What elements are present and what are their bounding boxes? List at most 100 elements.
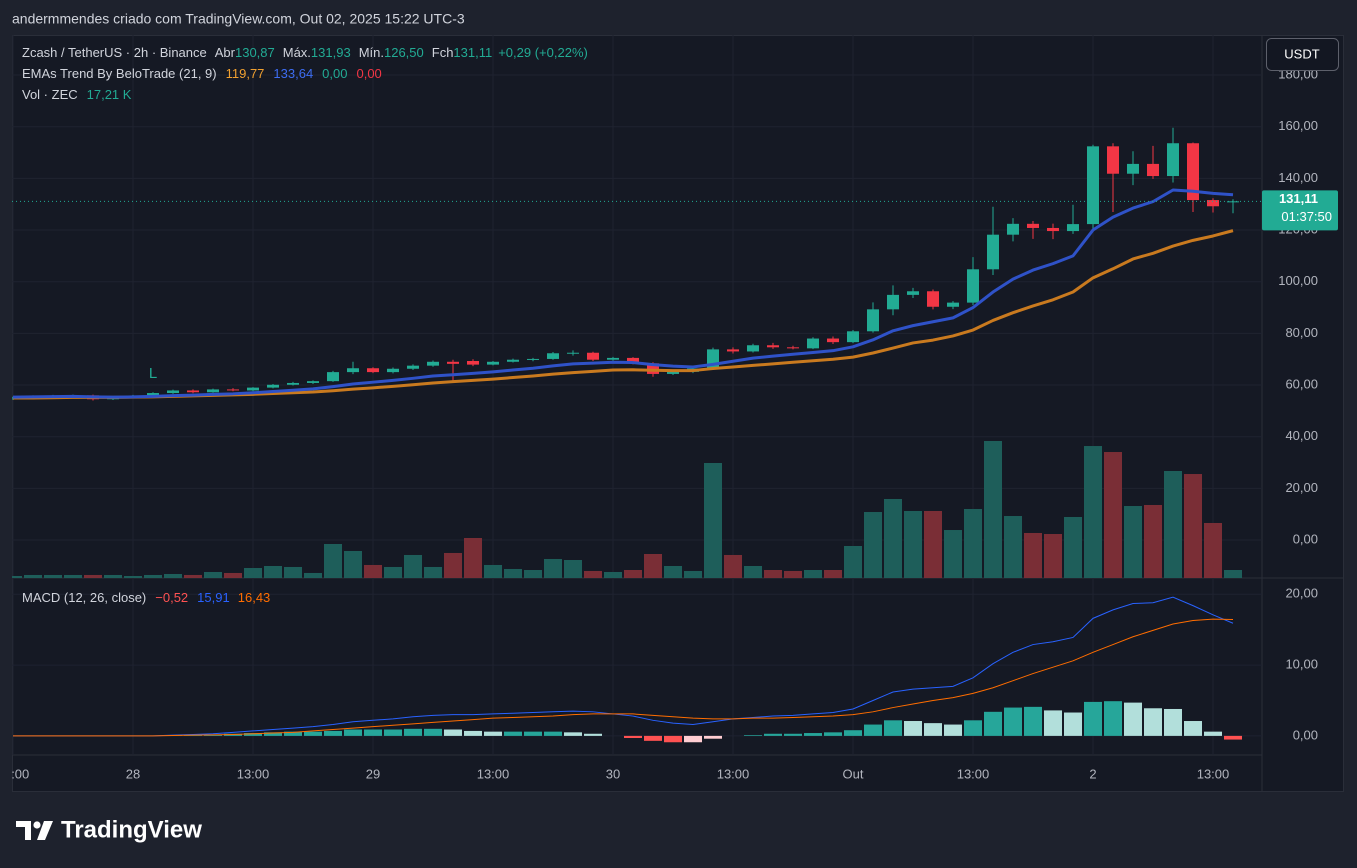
- candle-body: [547, 353, 559, 359]
- volume-bar: [344, 550, 362, 578]
- symbol-title: Zcash / TetherUS · 2h · Binance: [22, 45, 207, 60]
- volume-bar: [1004, 516, 1022, 578]
- volume-bar: [784, 570, 802, 578]
- volume-bar: [464, 538, 482, 578]
- candle-body: [867, 309, 879, 332]
- candle-body: [187, 390, 199, 393]
- candle-body: [487, 361, 499, 365]
- volume-bar: [504, 568, 522, 578]
- macd-value: −0,52: [155, 590, 188, 605]
- candle-body: [407, 365, 419, 369]
- macd-histogram-bar: [524, 731, 542, 736]
- candle-body: [1207, 200, 1219, 207]
- volume-bar: [204, 572, 222, 578]
- macd-histogram-bar: [624, 735, 642, 739]
- x-tick-label: Out: [843, 766, 864, 781]
- volume-bar: [864, 512, 882, 578]
- volume-bar: [224, 572, 242, 578]
- macd-histogram-bar: [1084, 701, 1102, 736]
- volume-bar: [164, 574, 182, 578]
- candle-body: [647, 363, 659, 374]
- candle-body: [587, 352, 599, 360]
- volume-bar: [1164, 470, 1182, 578]
- macd-histogram-bar: [444, 729, 462, 736]
- macd-histogram-bar: [1144, 708, 1162, 736]
- volume-bar: [844, 546, 862, 578]
- candle-body: [467, 361, 479, 365]
- ohlc-value: 126,50: [384, 45, 424, 60]
- x-tick-label: 13:00: [957, 766, 990, 781]
- candle-body: [967, 269, 979, 303]
- macd-histogram-bar: [1204, 731, 1222, 736]
- macd-histogram-bar: [284, 731, 302, 736]
- brand-logo-part: [33, 821, 41, 829]
- x-tick-label: 13:00: [237, 766, 270, 781]
- volume-bar: [84, 574, 102, 578]
- candle-body: [147, 393, 159, 396]
- legend-layer: Zcash / TetherUS · 2h · Binance Abr130,87…: [22, 45, 588, 605]
- volume-bar: [884, 498, 902, 578]
- candle-body: [847, 331, 859, 343]
- volume-bar: [484, 564, 502, 578]
- candle-body: [787, 347, 799, 349]
- candle-body: [1107, 146, 1119, 174]
- candle-body: [1127, 163, 1139, 174]
- macd-histogram-bar: [244, 733, 262, 736]
- macd-histogram-bar: [824, 732, 842, 736]
- time-axis: 13:00 28 13:00 29 13:00 30 13:00 Out 13:00 2 13:00: [12, 766, 1229, 781]
- candle-body: [1187, 143, 1199, 201]
- header-text: andermmendes criado com TradingView.com,…: [12, 11, 465, 27]
- indicator-value: 119,77: [226, 66, 265, 81]
- macd-histogram-bar: [904, 721, 922, 736]
- macd-histogram-bar: [424, 728, 442, 736]
- macd-histogram-bar: [324, 730, 342, 736]
- macd-histogram-bar: [804, 733, 822, 736]
- candle-body: [567, 352, 579, 354]
- volume-bar: [724, 554, 742, 578]
- macd-histogram-bar: [304, 731, 322, 736]
- last-price-tag: [1262, 190, 1338, 231]
- axis-overlays: 131,11 01:37:50: [1262, 190, 1338, 231]
- macd-histogram-bar: [1184, 721, 1202, 736]
- macd-line: [13, 596, 1234, 737]
- currency-button-box[interactable]: [1266, 38, 1339, 71]
- volume-bar: [384, 566, 402, 578]
- volume-bar: [544, 558, 562, 578]
- volume-layer: [12, 441, 1242, 578]
- ohlc-label: Mín.: [359, 45, 384, 60]
- macd-histogram-bar: [744, 735, 762, 736]
- candle-body: [447, 361, 459, 364]
- brand: TradingView: [16, 816, 202, 843]
- candle-body: [267, 384, 279, 388]
- countdown: 01:37:50: [1281, 209, 1332, 224]
- volume-bar: [424, 566, 442, 578]
- x-tick-label: 2: [1089, 766, 1096, 781]
- volume-bar: [524, 570, 542, 578]
- macd-histogram-bar: [1124, 702, 1142, 736]
- x-tick-label: 28: [126, 766, 140, 781]
- y-tick-label: 160,00: [1278, 118, 1318, 133]
- currency-button[interactable]: USDT: [1266, 38, 1339, 71]
- candle-body: [1047, 227, 1059, 232]
- macd-histogram-bar: [864, 724, 882, 736]
- currency-button-label[interactable]: USDT: [1284, 46, 1319, 61]
- macd-histogram-bar: [404, 728, 422, 736]
- volume-bar: [144, 574, 162, 578]
- candle-body: [887, 294, 899, 310]
- volume-bar: [744, 566, 762, 578]
- candle-body: [307, 381, 319, 383]
- candle-body: [1027, 223, 1039, 228]
- candle-body: [167, 390, 179, 394]
- ohlc-value: 131,93: [311, 45, 351, 60]
- candle-body: [287, 382, 299, 385]
- price-layer: L: [12, 127, 1262, 401]
- ohlc-value: 130,87: [235, 45, 275, 60]
- indicator-value: 133,64: [273, 66, 313, 81]
- candle-body: [227, 389, 239, 391]
- macd-histogram-bar: [204, 734, 222, 736]
- macd-histogram-bar: [764, 733, 782, 736]
- ohlc-value: 131,11: [453, 45, 492, 60]
- macd-histogram-bar: [384, 729, 402, 736]
- x-tick-label: 13:00: [477, 766, 510, 781]
- volume-bar: [404, 554, 422, 578]
